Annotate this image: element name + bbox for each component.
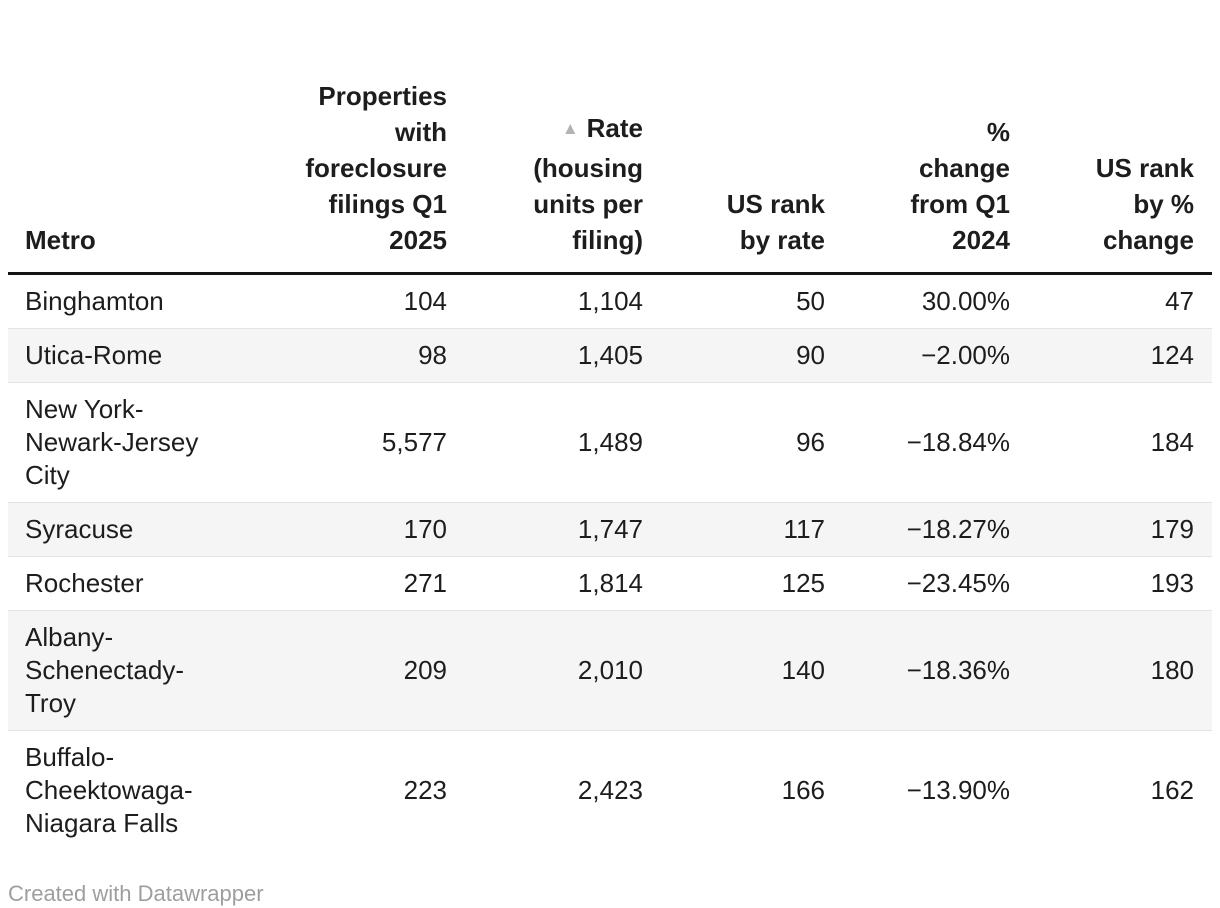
footer: Created with Datawrapper [8,880,1212,908]
table-row-buffalo-cheektowaga-niagara-falls: Buffalo- Cheektowaga- Niagara Falls 223 … [8,731,1212,851]
us-rank-change-cell: 47 [1165,286,1194,316]
column-header-us-rank-by-pct-change[interactable]: US rank by % change [1028,0,1212,275]
column-header-label: % change from Q1 2024 [910,117,1010,255]
pct-change-cell: −13.90% [906,775,1010,805]
column-header-metro[interactable]: Metro [8,0,260,275]
table-row-albany-schenectady-troy: Albany- Schenectady- Troy 209 2,010 140 … [8,610,1212,731]
table-row-syracuse: Syracuse 170 1,747 117 −18.27% 179 [8,502,1212,557]
us-rank-rate-cell: 140 [781,655,825,685]
rate-cell: 1,747 [577,514,643,544]
properties-cell: 209 [403,655,447,685]
metro-cell: Rochester [25,568,144,598]
properties-cell: 98 [418,340,447,370]
column-header-label: US rank by % change [1095,153,1194,255]
pct-change-cell: −18.27% [906,514,1010,544]
us-rank-rate-cell: 117 [783,514,825,544]
metro-cell: Syracuse [25,514,134,544]
us-rank-change-cell: 162 [1150,775,1194,805]
table-row-binghamton: Binghamton 104 1,104 50 30.00% 47 [8,274,1212,329]
sort-ascending-icon: ▲ [561,119,579,138]
pct-change-cell: −18.84% [906,427,1010,457]
us-rank-rate-cell: 96 [796,427,825,457]
us-rank-change-cell: 193 [1150,568,1194,598]
column-header-label: US rank by rate [726,189,825,255]
column-header-properties[interactable]: Properties with foreclosure filings Q1 2… [260,0,465,275]
datawrapper-credit-link[interactable]: Created with Datawrapper [8,881,264,906]
table-header: Metro Properties with foreclosure filing… [8,0,1212,275]
properties-cell: 223 [403,775,447,805]
rate-cell: 2,010 [577,655,643,685]
header-row: Metro Properties with foreclosure filing… [8,0,1212,275]
pct-change-cell: −23.45% [906,568,1010,598]
table-body: Binghamton 104 1,104 50 30.00% 47 Utica-… [8,274,1212,851]
us-rank-rate-cell: 90 [796,340,825,370]
us-rank-change-cell: 124 [1150,340,1194,370]
column-header-us-rank-by-rate[interactable]: US rank by rate [661,0,843,275]
table-row-utica-rome: Utica-Rome 98 1,405 90 −2.00% 124 [8,328,1212,383]
column-header-label: Properties with foreclosure filings Q1 2… [305,81,447,255]
metro-cell: Albany- Schenectady- Troy [25,622,184,718]
metro-cell: Buffalo- Cheektowaga- Niagara Falls [25,742,193,838]
table-row-rochester: Rochester 271 1,814 125 −23.45% 193 [8,557,1212,611]
column-header-label: Metro [25,225,96,255]
foreclosure-table: Metro Properties with foreclosure filing… [8,0,1212,850]
us-rank-change-cell: 180 [1150,655,1194,685]
metro-cell: Binghamton [25,286,164,316]
pct-change-cell: −2.00% [921,340,1010,370]
metro-cell: New York- Newark-Jersey City [25,394,199,490]
us-rank-rate-cell: 166 [781,775,825,805]
properties-cell: 170 [403,514,447,544]
rate-cell: 1,489 [577,427,643,457]
properties-cell: 271 [403,568,447,598]
rate-cell: 1,104 [577,286,643,316]
us-rank-change-cell: 179 [1150,514,1194,544]
table-row-new-york-newark-jersey-city: New York- Newark-Jersey City 5,577 1,489… [8,383,1212,503]
properties-cell: 5,577 [381,427,447,457]
metro-cell: Utica-Rome [25,340,163,370]
column-header-pct-change[interactable]: % change from Q1 2024 [843,0,1028,275]
column-header-rate[interactable]: ▲ Rate (housing units per filing) [465,0,661,275]
properties-cell: 104 [403,286,447,316]
pct-change-cell: 30.00% [921,286,1010,316]
rate-cell: 1,814 [577,568,643,598]
pct-change-cell: −18.36% [906,655,1010,685]
us-rank-rate-cell: 50 [796,286,825,316]
us-rank-change-cell: 184 [1150,427,1194,457]
us-rank-rate-cell: 125 [781,568,825,598]
column-header-label: Rate (housing units per filing) [533,113,643,255]
rate-cell: 2,423 [577,775,643,805]
rate-cell: 1,405 [577,340,643,370]
